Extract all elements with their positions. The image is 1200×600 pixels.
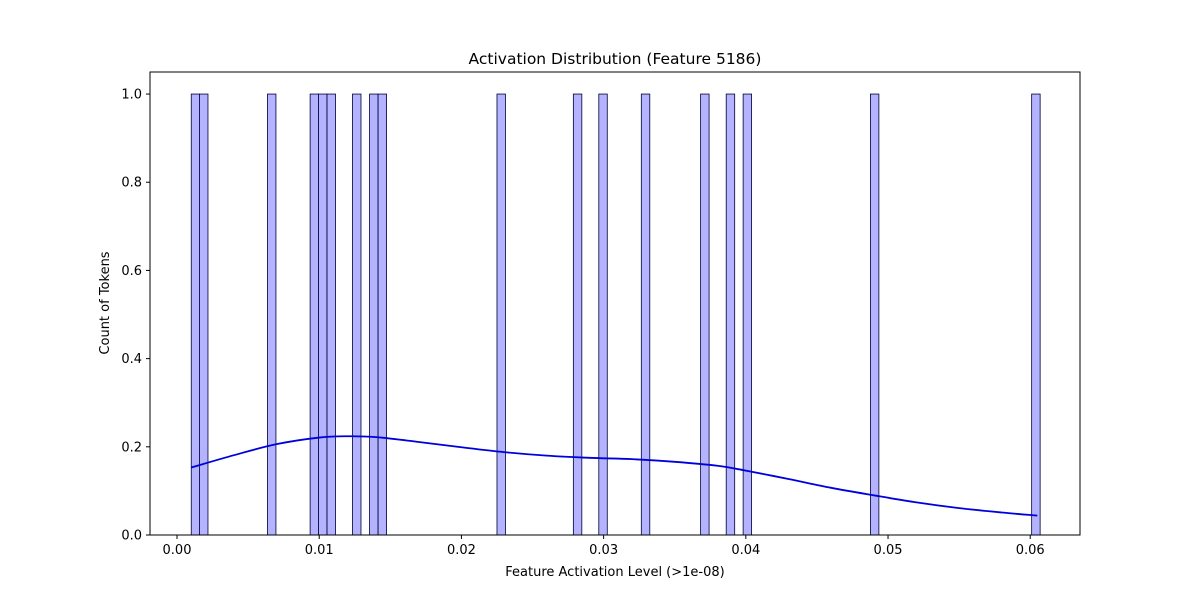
histogram-bar: [1031, 93, 1041, 536]
plot-frame: [149, 71, 1081, 536]
histogram-bar: [572, 93, 583, 536]
axes-layer: 0.00 0.01 0.02 0.03 0.04 0.05 0.06 0.0 0.2 0.4 0.6…: [121, 71, 1081, 558]
x-tick-label: 0.03: [589, 543, 618, 558]
kde-line: [190, 435, 1038, 517]
histogram-bar: [199, 93, 209, 536]
x-tick-label: 0.02: [447, 543, 476, 558]
histogram-bar: [496, 93, 506, 536]
y-axis-label: Count of Tokens: [98, 251, 113, 354]
x-tick-label: 0.06: [1016, 543, 1045, 558]
x-tick-label: 0.01: [305, 543, 334, 558]
kde-layer: [190, 435, 1038, 517]
y-tick-label: 1.0: [121, 88, 142, 103]
histogram-bar: [267, 93, 277, 536]
x-tick-label: 0.04: [731, 543, 760, 558]
y-tick-label: 0.8: [121, 176, 142, 191]
histogram-bar: [352, 93, 362, 536]
histogram-bar: [369, 93, 379, 536]
histogram-bar: [640, 93, 651, 536]
histogram-bar: [700, 93, 710, 536]
histogram-bar: [869, 93, 880, 536]
histogram-bar: [377, 93, 387, 536]
x-axis-label: Feature Activation Level (>1e-08): [505, 565, 724, 580]
y-tick-label: 0.2: [121, 440, 142, 455]
histogram-bar: [326, 93, 336, 536]
histogram-bar: [742, 93, 753, 536]
y-tick-label: 0.0: [121, 529, 142, 544]
histogram-bar: [318, 93, 328, 536]
histogram-bar: [309, 93, 320, 536]
histogram-bar: [598, 93, 608, 536]
x-tick-label: 0.00: [163, 543, 192, 558]
chart-title: Activation Distribution (Feature 5186): [469, 50, 762, 68]
y-tick-label: 0.4: [121, 352, 142, 367]
x-tick-label: 0.05: [874, 543, 903, 558]
y-tick-label: 0.6: [121, 264, 142, 279]
histogram-bar: [190, 93, 201, 536]
